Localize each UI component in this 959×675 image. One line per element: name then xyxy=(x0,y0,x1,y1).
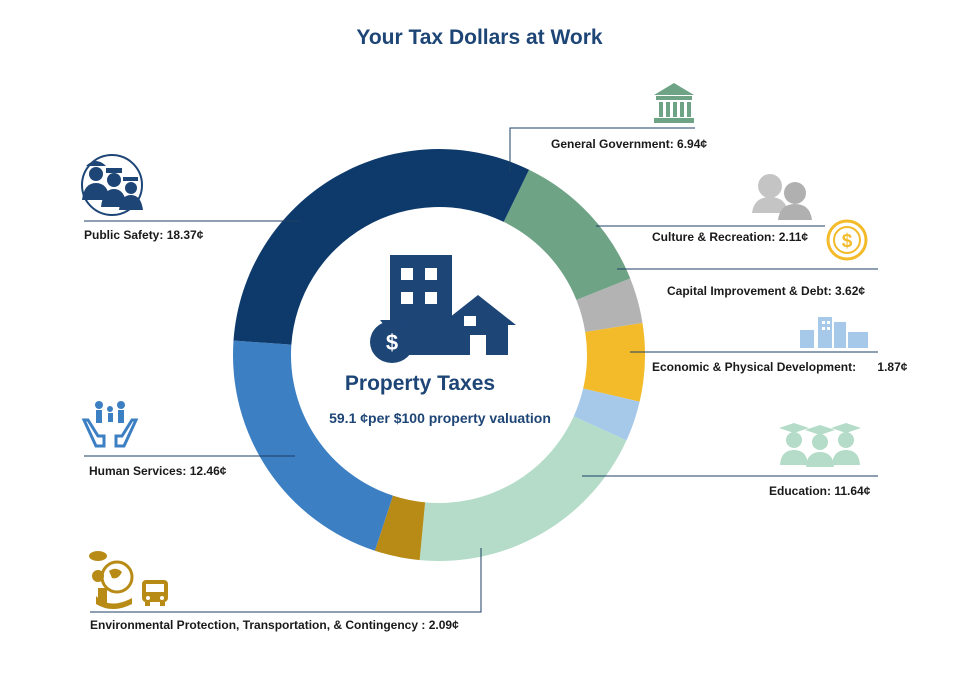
label-name: General Government: xyxy=(551,137,674,151)
donut-slice-general-government xyxy=(503,169,631,301)
label-value: 2.11¢ xyxy=(778,230,809,244)
label-name: Economic & Physical Development: xyxy=(652,360,857,374)
svg-text:$: $ xyxy=(386,330,398,355)
label-value: 2.09¢ xyxy=(428,618,459,632)
leader-lines xyxy=(84,127,878,613)
label-name: Environmental Protection, Transportation… xyxy=(90,618,426,632)
donut-slice-environmental-protection-transportation-contingency xyxy=(374,495,426,561)
label-economic-development: Economic & Physical Development: 1.87¢ xyxy=(652,360,907,374)
donut-slice-education xyxy=(419,416,627,561)
label-environmental: Environmental Protection, Transportation… xyxy=(90,618,459,632)
donut-slice-public-safety xyxy=(233,149,530,345)
label-name: Culture & Recreation: xyxy=(652,230,776,244)
svg-text:$: $ xyxy=(842,231,853,252)
label-name: Human Services: xyxy=(89,464,187,478)
building-house-moneybag-icon: $ xyxy=(370,255,516,363)
label-human-services: Human Services: 12.46¢ xyxy=(89,464,226,478)
label-general-government: General Government: 6.94¢ xyxy=(551,137,707,151)
donut-slice-economic-physical-development xyxy=(573,388,640,441)
label-education: Education: 11.64¢ xyxy=(769,484,870,498)
center-title: Property Taxes xyxy=(344,372,496,395)
leader-line-environmental xyxy=(90,548,482,613)
people-icon xyxy=(752,174,812,220)
leader-line-general-government xyxy=(509,127,695,172)
label-value: 11.64¢ xyxy=(834,484,871,498)
donut-slices xyxy=(233,149,645,561)
dollar-coin-icon: $ xyxy=(826,219,868,261)
page-title: Your Tax Dollars at Work xyxy=(356,26,603,49)
center-subtitle: 59.1 ¢per $100 property valuation xyxy=(329,410,551,426)
label-public-safety: Public Safety: 18.37¢ xyxy=(84,228,203,242)
government-building-icon xyxy=(654,83,694,123)
police-firefighter-icon xyxy=(81,154,143,216)
label-name: Education: xyxy=(769,484,831,498)
donut-slice-capital-improvement-debt xyxy=(583,322,645,402)
family-hands-icon xyxy=(81,401,139,448)
donut-slice-culture-recreation xyxy=(576,278,643,332)
label-value: 12.46¢ xyxy=(189,464,227,478)
label-name: Capital Improvement & Debt: xyxy=(667,284,832,298)
donut-slice-human-services xyxy=(233,340,393,551)
label-value: 18.37¢ xyxy=(166,228,204,242)
label-value: 3.62¢ xyxy=(835,284,866,298)
label-name: Public Safety: xyxy=(84,228,164,242)
environment-bus-icon xyxy=(89,551,168,609)
graduates-icon xyxy=(779,423,861,467)
label-value: 1.87¢ xyxy=(877,360,908,374)
label-capital-improvement: Capital Improvement & Debt: 3.62¢ xyxy=(667,284,865,298)
city-buildings-icon xyxy=(800,317,868,348)
label-value: 6.94¢ xyxy=(677,137,708,151)
label-culture-recreation: Culture & Recreation: 2.11¢ xyxy=(652,230,808,244)
